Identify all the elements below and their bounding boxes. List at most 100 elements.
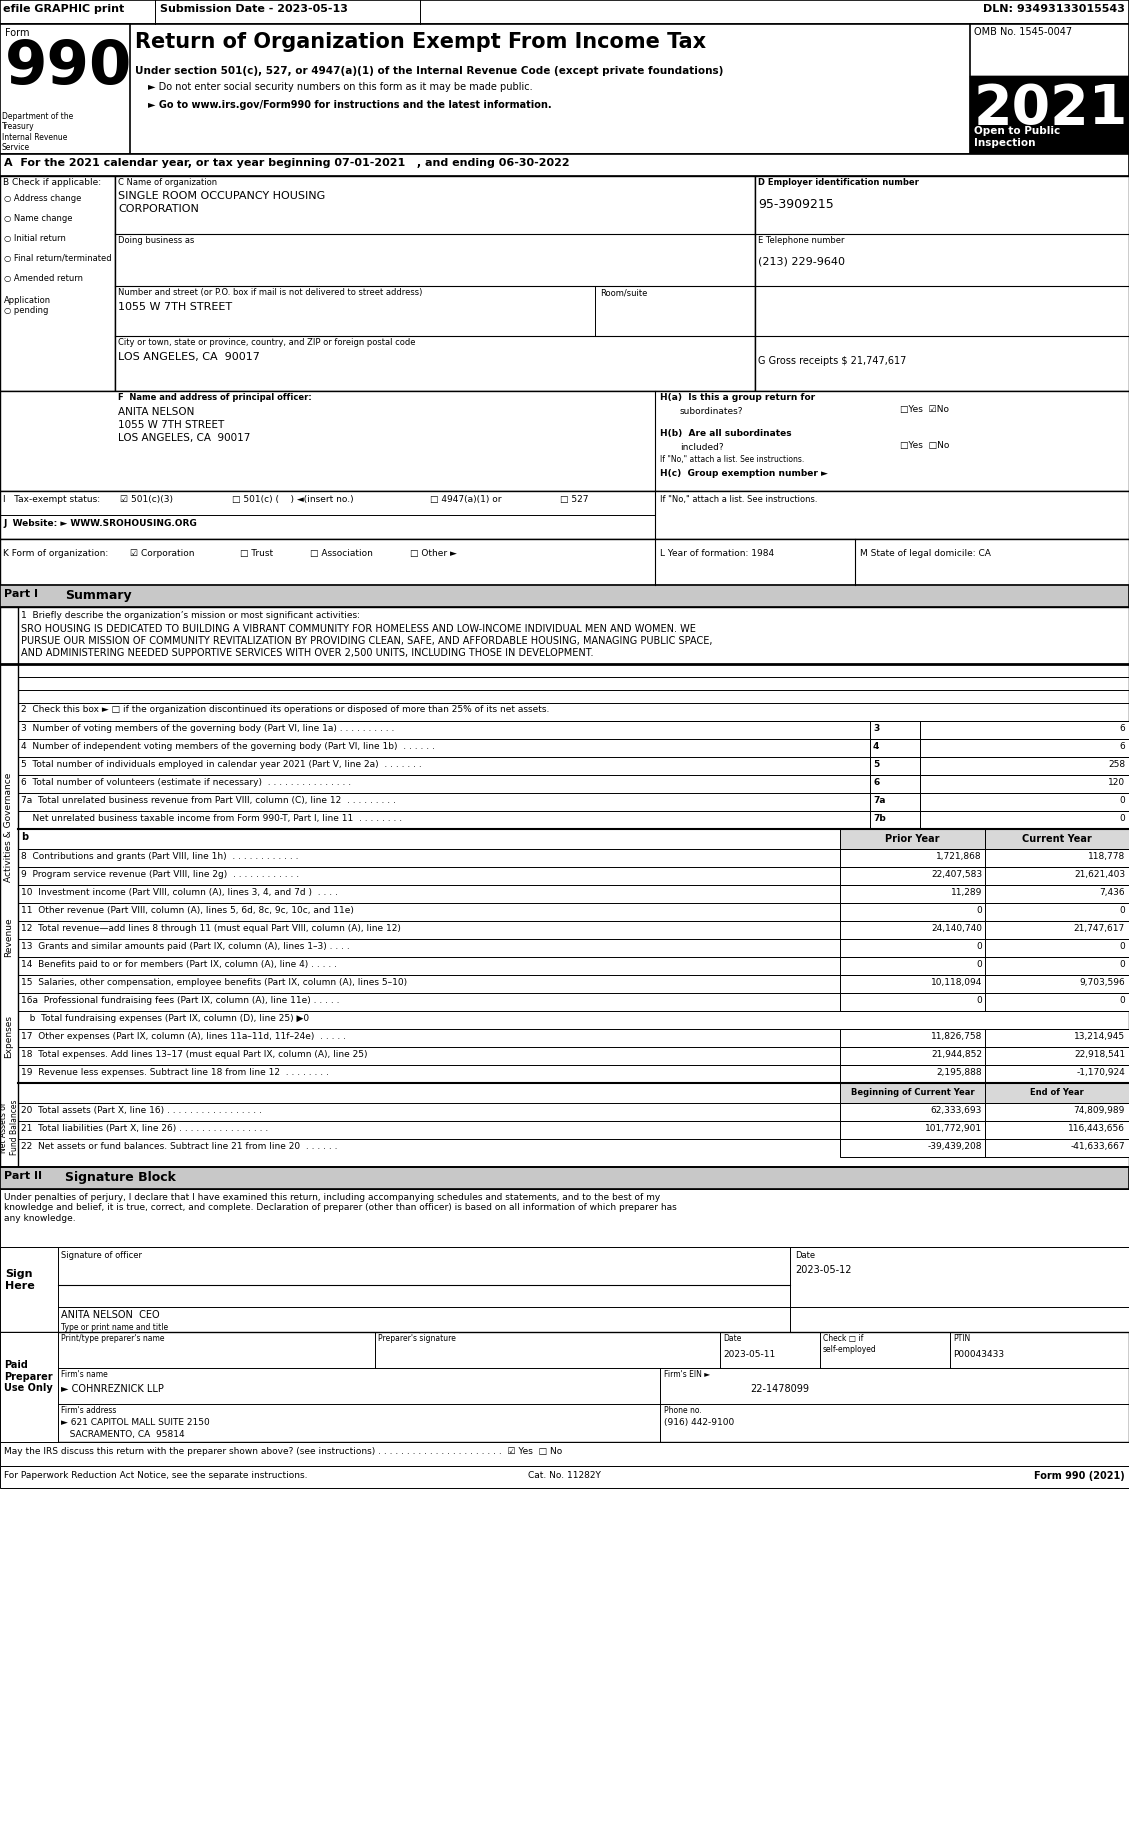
Text: 6: 6 [1119, 724, 1124, 734]
Text: Date: Date [723, 1334, 742, 1343]
Bar [870, 793, 920, 811]
Text: 258: 258 [1108, 760, 1124, 769]
Text: b: b [21, 832, 28, 843]
Text: Firm's EIN ►: Firm's EIN ► [664, 1369, 710, 1379]
Text: 0: 0 [977, 959, 982, 968]
Bar [0, 1188, 1129, 1247]
Text: 1,721,868: 1,721,868 [936, 852, 982, 861]
Bar [870, 721, 920, 739]
Text: 2021: 2021 [974, 81, 1128, 137]
Text: ► 621 CAPITOL MALL SUITE 2150: ► 621 CAPITOL MALL SUITE 2150 [61, 1417, 210, 1427]
Text: Cat. No. 11282Y: Cat. No. 11282Y [527, 1471, 601, 1480]
Text: Prior Year: Prior Year [885, 833, 939, 845]
Text: PTIN: PTIN [953, 1334, 970, 1343]
Text: 14  Benefits paid to or for members (Part IX, column (A), line 4) . . . . .: 14 Benefits paid to or for members (Part… [21, 959, 336, 968]
Text: ANITA NELSON: ANITA NELSON [119, 407, 194, 418]
Text: 5: 5 [873, 760, 879, 769]
Bar [840, 904, 984, 920]
Text: ○ Initial return: ○ Initial return [5, 235, 65, 242]
Text: Under penalties of perjury, I declare that I have examined this return, includin: Under penalties of perjury, I declare th… [5, 1194, 676, 1223]
Bar [0, 1166, 1129, 1188]
Text: 9  Program service revenue (Part VIII, line 2g)  . . . . . . . . . . . .: 9 Program service revenue (Part VIII, li… [21, 870, 299, 880]
Text: 22,407,583: 22,407,583 [931, 870, 982, 880]
Bar [984, 885, 1129, 904]
Text: Signature Block: Signature Block [65, 1172, 176, 1185]
Text: H(a)  Is this a group return for: H(a) Is this a group return for [660, 394, 815, 403]
Text: 5  Total number of individuals employed in calendar year 2021 (Part V, line 2a) : 5 Total number of individuals employed i… [21, 760, 422, 769]
Bar [0, 606, 1129, 1166]
Text: -39,439,208: -39,439,208 [928, 1142, 982, 1151]
Text: 6  Total number of volunteers (estimate if necessary)  . . . . . . . . . . . . .: 6 Total number of volunteers (estimate i… [21, 778, 351, 787]
Text: 16a  Professional fundraising fees (Part IX, column (A), line 11e) . . . . .: 16a Professional fundraising fees (Part … [21, 996, 340, 1005]
Text: If "No," attach a list. See instructions.: If "No," attach a list. See instructions… [660, 495, 817, 505]
Text: □ 501(c) (    ) ◄(insert no.): □ 501(c) ( ) ◄(insert no.) [231, 495, 353, 505]
Bar [0, 606, 18, 1166]
Bar [984, 976, 1129, 992]
Text: ANITA NELSON  CEO: ANITA NELSON CEO [61, 1310, 159, 1319]
Text: Form 990 (2021): Form 990 (2021) [1034, 1471, 1124, 1480]
Text: Application
○ pending: Application ○ pending [5, 296, 51, 316]
Text: Firm's address: Firm's address [61, 1406, 116, 1416]
Text: I   Tax-exempt status:: I Tax-exempt status: [3, 495, 100, 505]
Bar [984, 867, 1129, 885]
Text: Return of Organization Exempt From Income Tax: Return of Organization Exempt From Incom… [135, 31, 706, 52]
Text: G Gross receipts $ 21,747,617: G Gross receipts $ 21,747,617 [758, 357, 907, 366]
Text: Under section 501(c), 527, or 4947(a)(1) of the Internal Revenue Code (except pr: Under section 501(c), 527, or 4947(a)(1)… [135, 67, 724, 76]
Text: 7a  Total unrelated business revenue from Part VIII, column (C), line 12  . . . : 7a Total unrelated business revenue from… [21, 796, 396, 806]
Text: 2023-05-11: 2023-05-11 [723, 1351, 776, 1358]
Text: 6: 6 [873, 778, 879, 787]
Text: Type or print name and title: Type or print name and title [61, 1323, 168, 1332]
Text: CORPORATION: CORPORATION [119, 203, 199, 214]
Text: (916) 442-9100: (916) 442-9100 [664, 1417, 734, 1427]
Bar [870, 739, 920, 758]
Text: Signature of officer: Signature of officer [61, 1251, 142, 1260]
Text: 11  Other revenue (Part VIII, column (A), lines 5, 6d, 8c, 9c, 10c, and 11e): 11 Other revenue (Part VIII, column (A),… [21, 906, 353, 915]
Bar [0, 392, 1129, 492]
Bar [840, 992, 984, 1011]
Text: Part II: Part II [5, 1172, 42, 1181]
Text: LOS ANGELES, CA  90017: LOS ANGELES, CA 90017 [119, 432, 251, 444]
Bar [840, 867, 984, 885]
Bar [0, 1441, 1129, 1465]
Text: OMB No. 1545-0047: OMB No. 1545-0047 [974, 28, 1073, 37]
Text: 21,944,852: 21,944,852 [931, 1050, 982, 1059]
Text: ☑ 501(c)(3): ☑ 501(c)(3) [120, 495, 173, 505]
Bar [984, 992, 1129, 1011]
Text: ○ Address change: ○ Address change [5, 194, 81, 203]
Text: D Employer identification number: D Employer identification number [758, 177, 919, 187]
Bar [984, 1138, 1129, 1157]
Text: Inspection: Inspection [974, 139, 1035, 148]
Text: Number and street (or P.O. box if mail is not delivered to street address): Number and street (or P.O. box if mail i… [119, 288, 422, 298]
Text: Sign
Here: Sign Here [5, 1270, 35, 1290]
Bar [840, 885, 984, 904]
Text: ○ Amended return: ○ Amended return [5, 274, 84, 283]
Bar [840, 939, 984, 957]
Text: AND ADMINISTERING NEEDED SUPPORTIVE SERVICES WITH OVER 2,500 UNITS, INCLUDING TH: AND ADMINISTERING NEEDED SUPPORTIVE SERV… [21, 649, 594, 658]
Text: 4: 4 [873, 743, 879, 750]
Text: 0: 0 [977, 906, 982, 915]
Text: 10  Investment income (Part VIII, column (A), lines 3, 4, and 7d )  . . . .: 10 Investment income (Part VIII, column … [21, 889, 338, 896]
Text: 62,333,693: 62,333,693 [930, 1105, 982, 1114]
Bar [840, 976, 984, 992]
Bar [984, 1048, 1129, 1064]
Bar [0, 1465, 1129, 1488]
Text: Paid
Preparer
Use Only: Paid Preparer Use Only [5, 1360, 53, 1393]
Text: For Paperwork Reduction Act Notice, see the separate instructions.: For Paperwork Reduction Act Notice, see … [5, 1471, 307, 1480]
Bar [984, 939, 1129, 957]
Text: E Telephone number: E Telephone number [758, 237, 844, 246]
Bar [984, 1103, 1129, 1122]
Text: 0: 0 [1119, 996, 1124, 1005]
Text: 19  Revenue less expenses. Subtract line 18 from line 12  . . . . . . . .: 19 Revenue less expenses. Subtract line … [21, 1068, 329, 1077]
Text: 17  Other expenses (Part IX, column (A), lines 11a–11d, 11f–24e)  . . . . .: 17 Other expenses (Part IX, column (A), … [21, 1031, 345, 1040]
Text: LOS ANGELES, CA  90017: LOS ANGELES, CA 90017 [119, 351, 260, 362]
Bar [840, 848, 984, 867]
Text: Summary: Summary [65, 590, 132, 602]
Text: subordinates?: subordinates? [680, 407, 744, 416]
Text: Net unrelated business taxable income from Form 990-T, Part I, line 11  . . . . : Net unrelated business taxable income fr… [21, 813, 402, 822]
Bar [0, 1332, 1129, 1441]
Text: 22-1478099: 22-1478099 [750, 1384, 809, 1393]
Text: self-employed: self-employed [823, 1345, 877, 1355]
Text: 21,747,617: 21,747,617 [1074, 924, 1124, 933]
Text: 22,918,541: 22,918,541 [1074, 1050, 1124, 1059]
Text: □ 527: □ 527 [560, 495, 588, 505]
